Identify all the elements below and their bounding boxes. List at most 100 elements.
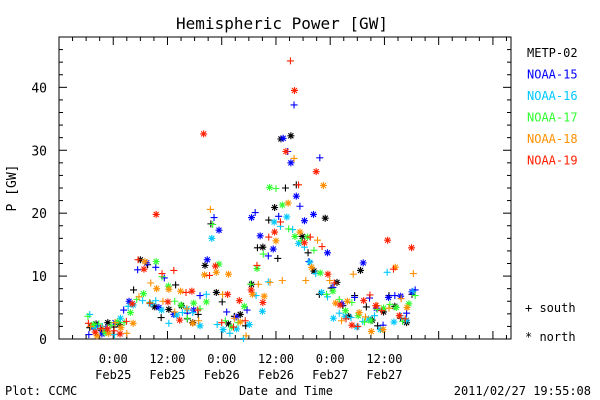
data-point bbox=[401, 315, 409, 323]
data-point bbox=[84, 319, 92, 327]
data-point bbox=[308, 263, 316, 271]
data-point bbox=[348, 321, 356, 329]
data-point bbox=[147, 279, 155, 287]
data-point bbox=[351, 293, 359, 301]
data-point bbox=[392, 304, 400, 312]
data-point bbox=[177, 301, 185, 309]
x-tick-date-label: Feb26 bbox=[204, 368, 240, 382]
data-point bbox=[152, 210, 160, 218]
data-point bbox=[241, 317, 249, 325]
data-point bbox=[361, 313, 369, 321]
data-point bbox=[189, 309, 197, 317]
data-point bbox=[385, 304, 393, 312]
data-point bbox=[93, 332, 101, 340]
data-point bbox=[226, 329, 234, 337]
data-point bbox=[295, 181, 303, 189]
data-point bbox=[296, 202, 304, 210]
data-point bbox=[259, 243, 267, 251]
data-point bbox=[189, 319, 197, 327]
data-point bbox=[229, 323, 237, 331]
data-point bbox=[295, 239, 303, 247]
data-point bbox=[251, 209, 259, 217]
data-point bbox=[245, 321, 253, 329]
plot-credit: Plot: CCMC bbox=[5, 384, 77, 398]
data-point bbox=[236, 318, 244, 326]
data-point bbox=[271, 228, 279, 236]
data-point bbox=[247, 286, 255, 294]
data-point bbox=[140, 265, 148, 273]
data-point bbox=[190, 299, 198, 307]
data-point bbox=[283, 213, 291, 221]
data-point bbox=[253, 244, 261, 252]
data-point bbox=[155, 304, 163, 312]
x-axis-label: Date and Time bbox=[239, 384, 333, 398]
data-point bbox=[259, 250, 267, 258]
data-point bbox=[134, 266, 142, 274]
data-point bbox=[139, 297, 147, 305]
data-point bbox=[122, 317, 130, 325]
data-point bbox=[170, 266, 178, 274]
data-point bbox=[264, 252, 272, 260]
data-point bbox=[248, 290, 256, 298]
data-point bbox=[289, 226, 297, 234]
data-point bbox=[134, 256, 142, 264]
data-point bbox=[215, 260, 223, 268]
data-point bbox=[219, 326, 227, 334]
data-point bbox=[202, 298, 210, 306]
data-point bbox=[408, 288, 416, 296]
data-point bbox=[140, 290, 148, 298]
data-point bbox=[211, 262, 219, 270]
data-point bbox=[356, 266, 364, 274]
data-point bbox=[171, 308, 179, 316]
plot-timestamp: 2011/02/27 19:55:08 bbox=[454, 384, 591, 398]
data-point bbox=[312, 168, 320, 176]
data-point bbox=[242, 332, 250, 340]
data-point bbox=[345, 312, 353, 320]
data-point bbox=[335, 295, 343, 303]
data-points bbox=[84, 57, 419, 342]
data-point bbox=[292, 192, 300, 200]
data-point bbox=[380, 304, 388, 312]
data-point bbox=[159, 297, 167, 305]
data-point bbox=[367, 317, 375, 325]
data-point bbox=[260, 292, 268, 300]
data-point bbox=[282, 148, 290, 156]
x-tick-date-label: Feb26 bbox=[258, 368, 294, 382]
y-tick-label: 20 bbox=[31, 207, 47, 222]
y-tick-label: 40 bbox=[31, 81, 47, 96]
data-point bbox=[265, 216, 273, 224]
data-point bbox=[266, 278, 274, 286]
data-point bbox=[343, 297, 351, 305]
data-point bbox=[360, 297, 368, 305]
data-point bbox=[390, 318, 398, 326]
data-point bbox=[287, 159, 295, 167]
data-point bbox=[254, 280, 262, 288]
data-point bbox=[266, 183, 274, 191]
data-point bbox=[248, 214, 256, 222]
data-point bbox=[202, 290, 210, 298]
data-point bbox=[391, 263, 399, 271]
x-tick-time-label: 12:00 bbox=[366, 352, 402, 366]
marker-legend-entry: * north bbox=[525, 330, 576, 344]
data-point bbox=[332, 299, 340, 307]
data-point bbox=[223, 308, 231, 316]
data-point bbox=[84, 312, 92, 320]
data-point bbox=[89, 321, 97, 329]
data-point bbox=[397, 295, 405, 303]
data-point bbox=[129, 319, 137, 327]
data-point bbox=[366, 291, 374, 299]
data-point bbox=[113, 318, 121, 326]
legend-entry: NOAA-15 bbox=[527, 68, 578, 82]
data-point bbox=[342, 315, 350, 323]
data-point bbox=[287, 132, 295, 140]
legend-entry: NOAA-17 bbox=[527, 111, 578, 125]
data-point bbox=[212, 288, 220, 296]
data-point bbox=[213, 321, 221, 329]
data-point bbox=[314, 236, 322, 244]
data-point bbox=[152, 258, 160, 266]
legend-entry: NOAA-18 bbox=[527, 132, 578, 146]
data-point bbox=[240, 302, 248, 310]
data-point bbox=[111, 319, 119, 327]
data-point bbox=[285, 225, 293, 233]
data-point bbox=[196, 322, 204, 330]
